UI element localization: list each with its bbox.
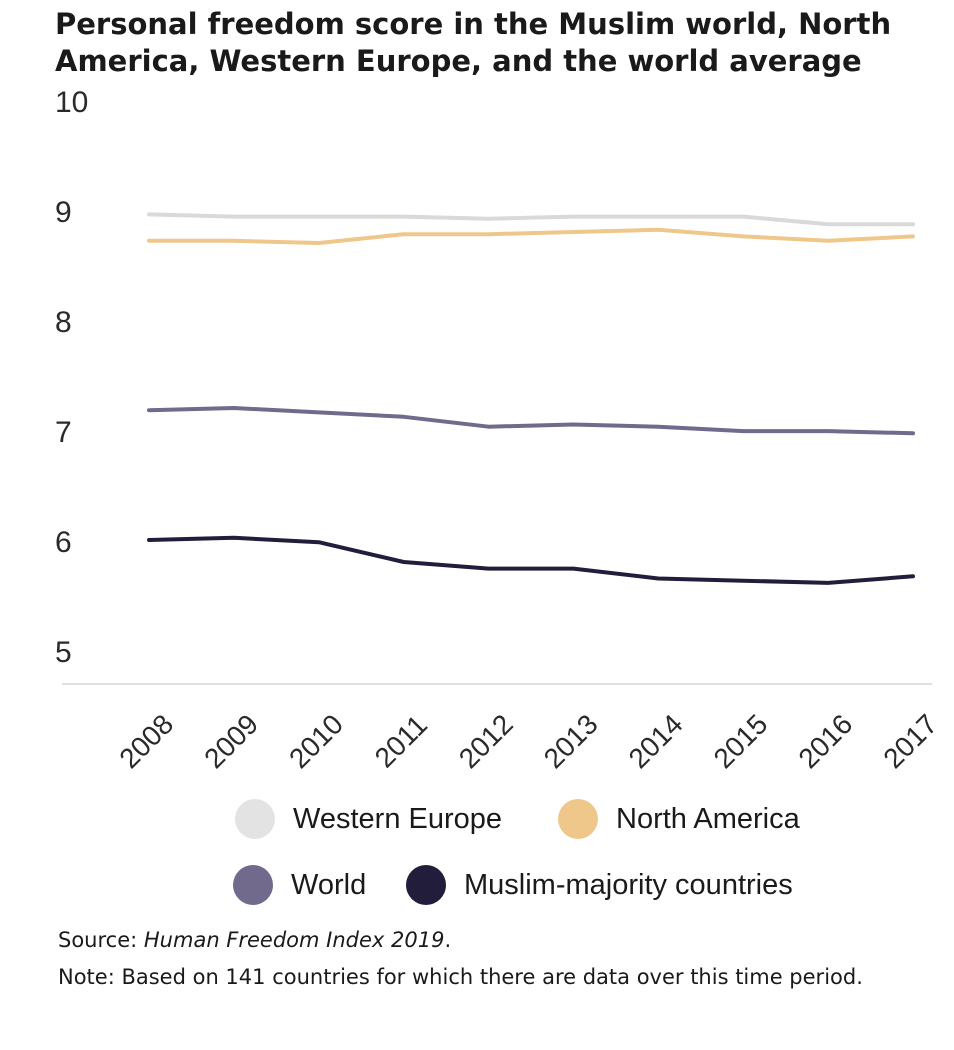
x-tick-label-2013: 2013 — [538, 708, 604, 774]
source-title: Human Freedom Index 2019 — [143, 928, 445, 952]
x-tick-label-2009: 2009 — [198, 708, 264, 774]
series-line-muslim-majority-countries — [147, 535, 915, 585]
x-tick-label-2012: 2012 — [453, 708, 519, 774]
x-tick-label-2015: 2015 — [708, 708, 774, 774]
chart-footer: Source: Human Freedom Index 2019. Note: … — [58, 922, 918, 996]
x-tick-label-2014: 2014 — [623, 708, 689, 774]
y-tick-label-10: 10 — [55, 86, 88, 119]
y-tick-label-7: 7 — [55, 416, 72, 449]
chart-title: Personal freedom score in the Muslim wor… — [55, 7, 892, 78]
y-tick-label-9: 9 — [55, 196, 72, 229]
y-tick-label-8: 8 — [55, 306, 72, 339]
x-tick-label-2011: 2011 — [369, 709, 434, 774]
note-text: Note: Based on 141 countries for which t… — [58, 965, 863, 989]
x-tick-label-2010: 2010 — [283, 708, 349, 774]
series-line-western-europe — [147, 212, 915, 227]
y-tick-label-6: 6 — [55, 526, 72, 559]
x-tick-label-2008: 2008 — [113, 708, 179, 774]
series-line-north-america — [147, 227, 915, 245]
source-suffix: . — [444, 928, 452, 952]
series-line-world — [147, 406, 915, 436]
y-tick-label-5: 5 — [55, 636, 72, 669]
x-tick-label-2016: 2016 — [792, 708, 858, 774]
source-line: Source: Human Freedom Index 2019. — [58, 922, 918, 959]
source-prefix: Source: — [58, 928, 144, 952]
x-tick-label-2017: 2017 — [877, 708, 943, 774]
